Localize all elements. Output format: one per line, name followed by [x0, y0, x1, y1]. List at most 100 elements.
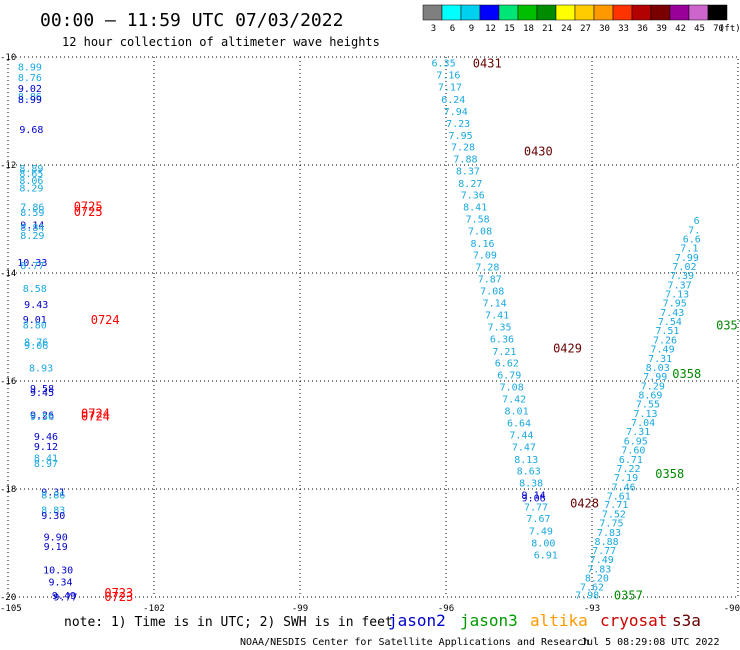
wave-height-value: 7.51	[655, 326, 679, 337]
wave-height-value: 9.58	[30, 384, 54, 395]
wave-height-value: 9.46	[34, 432, 58, 443]
wave-height-value: 7.58	[466, 214, 490, 225]
wave-height-value: 7.19	[614, 473, 638, 484]
wave-height-value: 9.43	[24, 300, 48, 311]
wave-height-value: 7.44	[509, 430, 533, 441]
footer-credit: NOAA/NESDIS Center for Satellite Applica…	[240, 637, 589, 648]
satellite-legend: jason2 jason3 altika cryosat s3a	[388, 611, 701, 630]
chart-title: 00:00 — 11:59 UTC 07/03/2022	[40, 10, 343, 31]
wave-height-value: 8.00	[531, 538, 555, 549]
colorbar-label: 70	[713, 24, 724, 34]
chart-subtitle: 12 hour collection of altimeter wave hei…	[62, 35, 380, 49]
y-tick-label: -20	[0, 593, 16, 603]
wave-height-value: 7.09	[473, 251, 497, 262]
colorbar-label: 9	[469, 24, 474, 34]
data-marks: 8.998.769.028.868.999.688.898.658.068.29…	[17, 58, 701, 603]
colorbar-swatch	[498, 4, 519, 21]
wave-height-value: 7.41	[485, 311, 509, 322]
wave-height-value: 7.54	[658, 317, 682, 328]
wave-height-value: 7.62	[580, 583, 604, 594]
wave-height-value: 8.41	[34, 454, 58, 465]
wave-height-value: 7.13	[665, 290, 689, 301]
wave-height-value: 9.31	[41, 488, 65, 499]
wave-height-value: 7.83	[597, 528, 621, 539]
wave-height-value: 7.35	[487, 322, 511, 333]
wave-height-value: 7.17	[438, 83, 462, 94]
wave-height-value: 7.49	[529, 527, 553, 538]
plot-area	[7, 56, 739, 598]
pass-time-label: 0357	[614, 588, 643, 602]
wave-height-value: 7.95	[663, 299, 687, 310]
colorbar-swatch	[536, 4, 557, 21]
wave-height-value: 7.77	[524, 502, 548, 513]
colorbar-swatch	[612, 4, 633, 21]
wave-height-value: 7.47	[512, 442, 536, 453]
wave-height-value: 7.08	[500, 382, 524, 393]
pass-time-label: 0724	[81, 410, 110, 424]
colorbar-label: 39	[656, 24, 667, 34]
wave-height-value: 8.38	[519, 479, 543, 490]
pass-time-label: 0431	[473, 56, 502, 70]
wave-height-value: 7.04	[631, 418, 655, 429]
wave-height-value: 9.12	[34, 442, 58, 453]
wave-height-value: 6.79	[497, 371, 521, 382]
wave-height-value: 8.01	[505, 407, 529, 418]
wave-height-value: 7.36	[461, 191, 485, 202]
wave-height-value: 7.16	[436, 70, 460, 81]
wave-height-value: 8.69	[638, 391, 662, 402]
pass-time-label: 0357	[716, 318, 740, 332]
wave-height-value: 9.34	[49, 577, 73, 588]
x-tick-label: -93	[584, 604, 600, 614]
wave-height-value: 7.26	[653, 335, 677, 346]
pass-time-label: 0725	[74, 200, 103, 214]
wave-height-value: 7.46	[612, 482, 636, 493]
wave-height-value: 7.23	[446, 119, 470, 130]
wave-height-value: 7.87	[478, 274, 502, 285]
wave-height-value: 8.65	[19, 169, 43, 180]
wave-height-value: 7.77	[592, 546, 616, 557]
colorbar-label: 30	[599, 24, 610, 34]
wave-height-value: 10.30	[43, 565, 73, 576]
wave-height-value: 8.93	[29, 364, 53, 375]
colorbar-swatch	[688, 4, 709, 21]
wave-height-value: 7.75	[599, 518, 623, 529]
wave-height-value: 7.42	[502, 394, 526, 405]
plot-frame	[7, 56, 739, 598]
x-tick-label: -99	[292, 604, 308, 614]
colorbar-swatch	[460, 4, 481, 21]
wave-height-value: 6.35	[432, 58, 456, 69]
x-tick-label: -90	[724, 604, 740, 614]
y-tick-label: -12	[0, 161, 16, 171]
satellite-jason3: jason3	[460, 611, 518, 630]
wave-height-value: 7.67	[526, 514, 550, 525]
colorbar-swatch	[707, 4, 728, 21]
wave-height-value: 8.37	[456, 166, 480, 177]
wave-height-value: 7.02	[672, 262, 696, 273]
y-tick-label: -16	[0, 377, 16, 387]
wave-height-value: 9.45	[30, 388, 54, 399]
colorbar-swatch	[441, 4, 462, 21]
footer-note: note: 1) Time is in UTC; 2) SWH is in fe…	[64, 615, 393, 630]
wave-height-value: 6.64	[507, 419, 531, 430]
pass-time-label: 0358	[655, 467, 684, 481]
wave-height-value: 7.49	[590, 555, 614, 566]
wave-height-value: 6.91	[534, 550, 558, 561]
wave-height-value: 8.99	[18, 63, 42, 74]
wave-height-value: 8.03	[646, 363, 670, 374]
wave-height-value: 7.29	[641, 381, 665, 392]
wave-height-value: 9.49	[52, 591, 76, 602]
colorbar-swatch	[479, 4, 500, 21]
wave-height-value: 9.01	[23, 315, 47, 326]
wave-height-value: 8.80	[23, 320, 47, 331]
wave-height-value: 7.99	[643, 372, 667, 383]
wave-height-value: 8.83	[41, 506, 65, 517]
satellite-jason2: jason2	[388, 611, 446, 630]
wave-height-value: 9.19	[44, 542, 68, 553]
wave-height-value: 7.08	[480, 286, 504, 297]
wave-height-value: 7.83	[587, 564, 611, 575]
wave-height-value: 9.90	[44, 533, 68, 544]
colorbar-label: 27	[580, 24, 591, 34]
wave-height-value: 7.86	[20, 203, 44, 214]
wave-height-value: 8.27	[458, 179, 482, 190]
